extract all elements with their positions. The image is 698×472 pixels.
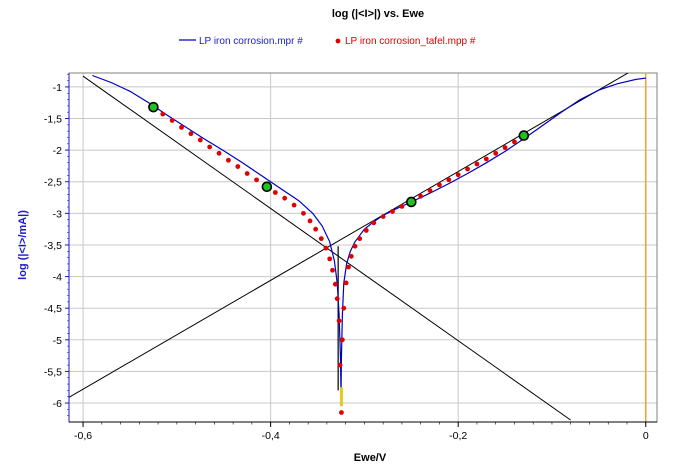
tafel-marker-13	[272, 190, 278, 195]
tafel-marker-46	[465, 166, 470, 172]
tafel-marker-1	[160, 111, 166, 117]
tafel-marker-30	[343, 280, 349, 286]
tafel-marker-27	[339, 410, 344, 415]
tafel-marker-32	[348, 253, 354, 259]
tafel-marker-36	[371, 220, 377, 226]
tafel-marker-6	[207, 144, 213, 150]
plot-content	[69, 73, 647, 422]
tafel-marker-14	[282, 195, 288, 201]
tafel-marker-48	[483, 156, 489, 162]
tafel-fit-line-2	[69, 73, 629, 398]
series-markers-tafel	[151, 104, 527, 415]
chart-title: log (|<I>|) vs. Ewe	[332, 8, 424, 20]
legend-entry-2: LP iron corrosion_tafel.mpp #	[345, 36, 476, 47]
y-tick-label-0: -1	[53, 82, 62, 94]
series-line-measured	[92, 74, 646, 394]
plot-frame	[68, 72, 658, 423]
tafel-marker-33	[352, 243, 358, 249]
tafel-marker-22	[330, 267, 335, 273]
fit-point-4	[518, 130, 530, 141]
fit-point-2	[261, 181, 273, 193]
tafel-marker-50	[502, 145, 508, 151]
tafel-marker-51	[512, 139, 517, 145]
tafel-marker-10	[244, 171, 250, 176]
tafel-marker-47	[474, 161, 480, 167]
tafel-marker-49	[493, 150, 499, 156]
tafel-marker-43	[437, 182, 442, 188]
legend-swatch-marker	[335, 38, 341, 44]
tafel-marker-42	[427, 188, 433, 193]
y-tick-label-10: -6	[53, 398, 62, 410]
grid-lines	[69, 73, 657, 422]
tafel-marker-28	[339, 337, 345, 343]
tafel-marker-23	[332, 281, 338, 287]
y-tick-label-9: -5,5	[44, 366, 62, 378]
tafel-marker-29	[341, 305, 347, 311]
legend-entry-1: LP iron corrosion.mpr #	[199, 36, 303, 47]
y-axis-label: log (|<I>/mA|)	[17, 210, 29, 280]
tafel-marker-31	[346, 264, 351, 270]
x-axis-label: Ewe/V	[354, 452, 387, 464]
axes: -1 -1,5 -2 -2,5 -3 -3,5 -4 -4,5 -5 -5,5 -6 -0,6 -0,4…	[44, 73, 657, 442]
y-tick-label-5: -3,5	[44, 240, 62, 252]
fit-point-3	[405, 196, 417, 208]
fit-point-1	[148, 101, 159, 113]
legend: LP iron corrosion.mpr # LP iron corrosio…	[179, 36, 476, 47]
tafel-marker-4	[188, 131, 194, 137]
tafel-marker-37	[380, 214, 386, 219]
y-tick-label-6: -4	[53, 272, 62, 284]
y-tick-label-8: -5	[53, 335, 62, 347]
tafel-marker-8	[226, 157, 231, 163]
y-tick-label-3: -2,5	[44, 177, 62, 189]
tafel-marker-35	[363, 228, 369, 233]
x-tick-label-1: -0,4	[262, 430, 280, 442]
tafel-marker-5	[197, 137, 203, 143]
tafel-marker-9	[235, 164, 241, 169]
tafel-marker-39	[399, 204, 405, 209]
tafel-marker-17	[307, 218, 313, 224]
tafel-marker-34	[357, 236, 363, 242]
tafel-marker-11	[254, 177, 259, 183]
tafel-marker-21	[327, 256, 333, 262]
tafel-marker-2	[169, 118, 175, 123]
tafel-marker-7	[216, 150, 222, 156]
y-tick-label-7: -4,5	[44, 303, 62, 315]
x-tick-label-3: 0	[643, 430, 649, 442]
tafel-marker-38	[390, 209, 395, 214]
tafel-marker-3	[179, 124, 184, 130]
tafel-marker-44	[446, 177, 452, 183]
plot-area: -1 -1,5 -2 -2,5 -3 -3,5 -4 -4,5 -5 -5,5 -6 -0,6 -0,4…	[44, 72, 658, 442]
tafel-marker-26	[337, 362, 343, 368]
tafel-marker-24	[334, 296, 340, 302]
y-tick-label-4: -3	[53, 208, 62, 220]
tafel-marker-45	[455, 172, 461, 178]
tafel-marker-41	[418, 193, 424, 199]
tafel-marker-20	[323, 245, 329, 251]
tafel-marker-25	[336, 318, 342, 324]
x-tick-label-0: -0,6	[74, 430, 92, 442]
tafel-marker-18	[313, 226, 319, 232]
y-tick-label-2: -2	[53, 145, 62, 157]
tafel-marker-15	[291, 202, 297, 208]
tafel-marker-19	[318, 236, 324, 242]
y-tick-label-1: -1,5	[44, 114, 62, 126]
tafel-marker-16	[301, 210, 306, 216]
x-tick-label-2: -0,2	[449, 430, 467, 442]
